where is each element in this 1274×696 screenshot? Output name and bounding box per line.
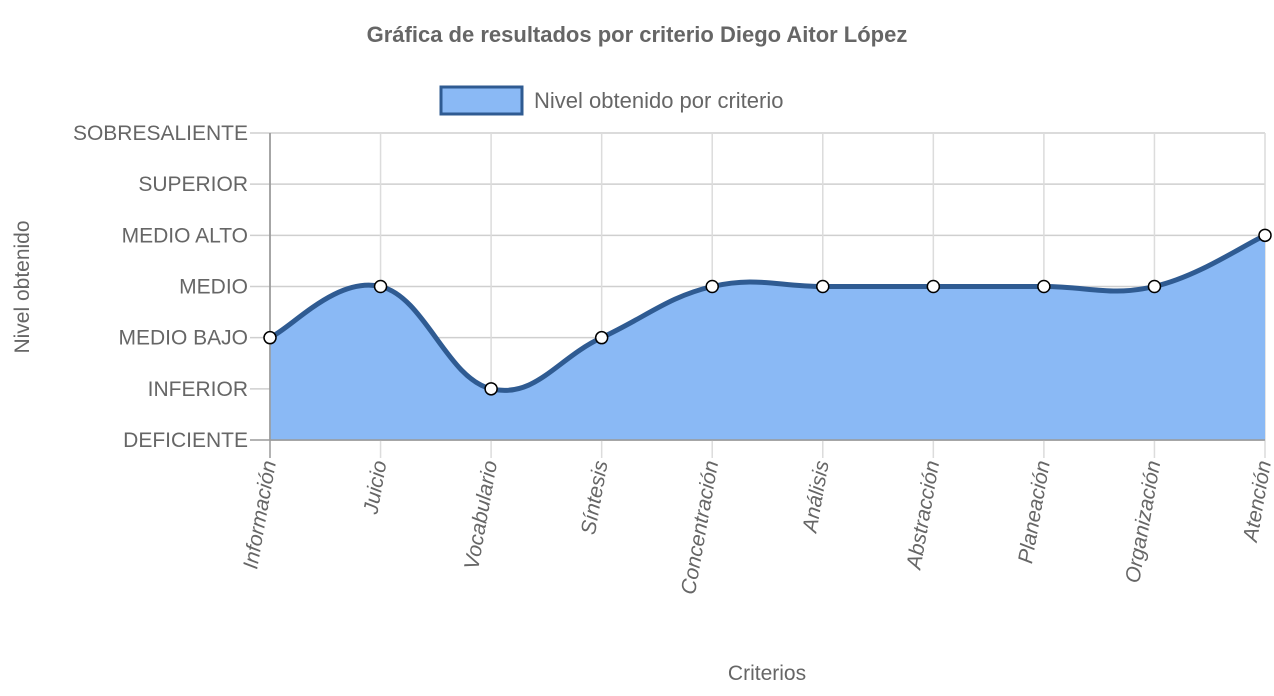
data-point[interactable] <box>263 330 277 345</box>
data-point[interactable] <box>373 279 388 294</box>
x-tick-labels: Información Juicio Vocabulario Síntesis Conc… <box>239 458 1274 596</box>
data-point[interactable] <box>705 279 719 294</box>
x-tick-label: Planeación <box>1014 459 1055 565</box>
x-tick-label: Vocabulario <box>460 459 502 572</box>
y-tick-label: SOBRESALIENTE <box>73 122 248 145</box>
x-tick-label: Información <box>239 459 281 571</box>
legend-label: Nivel obtenido por criterio <box>534 88 783 113</box>
x-tick-label: Abstracción <box>902 459 944 573</box>
x-tick-label: Análisis <box>798 458 834 536</box>
y-tick-label: MEDIO <box>179 276 248 299</box>
data-point[interactable] <box>1258 228 1272 243</box>
y-axis-label: Nivel obtenido <box>11 220 34 353</box>
y-tick-label: MEDIO BAJO <box>118 327 248 350</box>
legend-swatch <box>439 85 524 116</box>
x-tick-label: Atención <box>1239 459 1274 545</box>
y-tick-label: SUPERIOR <box>138 173 248 196</box>
data-point[interactable] <box>816 279 830 294</box>
data-point[interactable] <box>926 279 941 294</box>
x-tick-label: Juicio <box>359 459 391 517</box>
data-point[interactable] <box>1037 279 1051 294</box>
legend[interactable]: Nivel obtenido por criterio <box>439 85 783 116</box>
series-area <box>270 235 1265 440</box>
y-tick-labels: DEFICIENTE INFERIOR MEDIO BAJO MEDIO MEDIO A… <box>73 122 248 452</box>
x-axis-label: Criterios <box>728 662 806 685</box>
y-tick-label: MEDIO ALTO <box>122 224 248 247</box>
x-tick-label: Concentración <box>677 459 723 596</box>
axes <box>269 133 1265 441</box>
area-layer <box>268 233 1267 440</box>
chart-title: Gráfica de resultados por criterio Diego… <box>367 22 908 47</box>
y-tick-label: DEFICIENTE <box>123 429 248 452</box>
y-tick-label: INFERIOR <box>148 378 248 401</box>
data-point[interactable] <box>1147 279 1162 294</box>
x-tick-label: Organización <box>1121 459 1165 585</box>
data-points <box>263 228 1272 396</box>
data-point[interactable] <box>594 330 609 345</box>
series-line <box>268 233 1267 393</box>
x-tick-label: Síntesis <box>577 458 613 536</box>
data-point[interactable] <box>484 382 498 396</box>
